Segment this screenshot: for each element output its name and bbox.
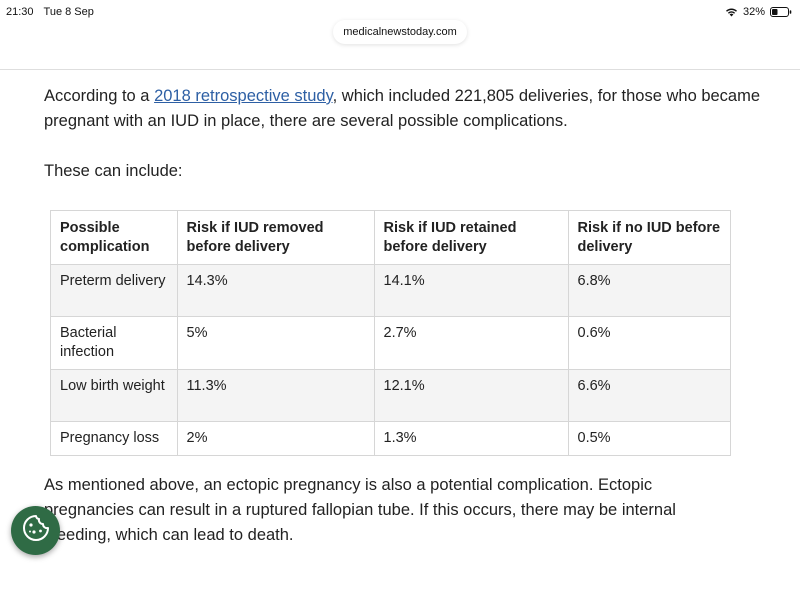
- table-cell: Bacterial infection: [51, 316, 178, 370]
- table-cell: 11.3%: [177, 369, 375, 422]
- table-cell: 1.3%: [374, 421, 569, 455]
- intro-text-start: According to a: [44, 87, 155, 105]
- table-cell: Preterm delivery: [51, 264, 178, 317]
- table-cell: 14.1%: [374, 264, 569, 317]
- table-cell: 0.6%: [568, 316, 730, 370]
- status-date: Tue 8 Sep: [43, 6, 94, 18]
- list-lead-in: These can include:: [44, 162, 183, 180]
- table-cell: 2%: [177, 421, 375, 455]
- table-cell: 0.5%: [577, 430, 611, 446]
- address-bar[interactable]: medicalnewstoday.com: [333, 20, 467, 44]
- table-cell: 6.8%: [568, 264, 730, 317]
- complications-table: Possible complication Risk if IUD remove…: [50, 210, 731, 456]
- next-section-heading: [44, 590, 344, 600]
- address-bar-url: medicalnewstoday.com: [343, 26, 457, 38]
- intro-paragraph: According to a 2018 retrospective study,…: [44, 84, 764, 134]
- status-time: 21:30: [6, 6, 34, 18]
- table-row: Preterm delivery 14.3% 14.1% 6.8%: [51, 264, 730, 317]
- table-row: Pregnancy loss 2% 1.3% 0.5%: [51, 421, 730, 455]
- wifi-icon: [725, 7, 738, 17]
- table-cell: 14.3%: [177, 264, 375, 317]
- header-removed: Risk if IUD removed before delivery: [177, 211, 375, 265]
- battery-icon: [770, 7, 792, 17]
- table-cell: 5%: [177, 316, 375, 370]
- table-cell: 12.1%: [374, 369, 569, 422]
- study-link[interactable]: 2018 retrospective study: [154, 87, 333, 105]
- table-cell: Low birth weight: [51, 369, 178, 422]
- table-cell: 2.7%: [374, 316, 569, 370]
- header-divider: [0, 69, 800, 70]
- battery-percent: 32%: [742, 6, 765, 18]
- intro-text-end: , which included 221,805 deliveries, for…: [44, 87, 761, 130]
- table-cell: Pregnancy loss: [51, 421, 178, 455]
- status-bar: 21:30 Tue 8 Sep 32%: [0, 0, 800, 24]
- header-retained: Risk if IUD retained before delivery: [374, 211, 569, 265]
- cookie-settings-button[interactable]: [11, 506, 60, 555]
- article-body: According to a 2018 retrospective study,…: [44, 84, 764, 184]
- cookie-icon: [21, 513, 51, 548]
- table-header-row: Possible complication Risk if IUD remove…: [51, 211, 730, 265]
- header-no-iud: Risk if no IUD before delivery: [568, 211, 730, 265]
- ectopic-paragraph: As mentioned above, an ectopic pregnancy…: [44, 476, 676, 544]
- table-row: Low birth weight 11.3% 12.1% 6.6%: [51, 369, 730, 422]
- header-complication: Possible complication: [51, 211, 178, 265]
- table-row: Bacterial infection 5% 2.7% 0.6%: [51, 316, 730, 370]
- table-cell: 6.6%: [568, 369, 730, 422]
